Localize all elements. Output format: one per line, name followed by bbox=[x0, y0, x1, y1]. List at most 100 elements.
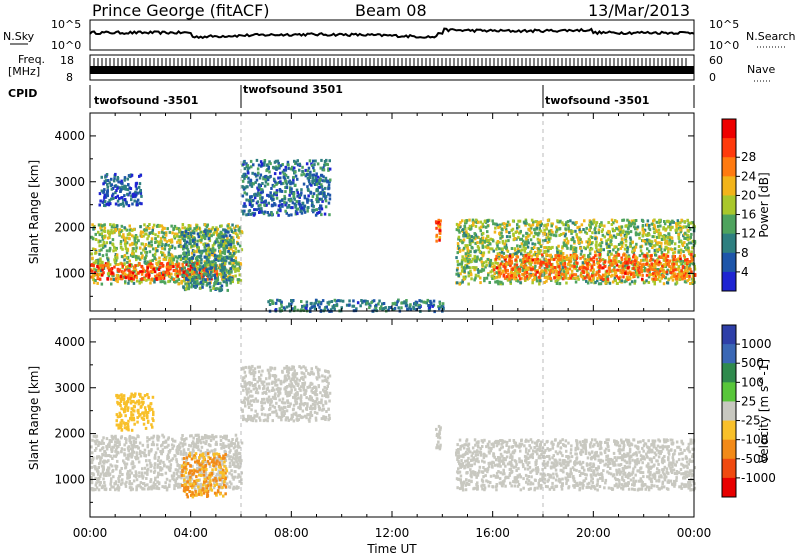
data-cell bbox=[651, 246, 654, 249]
data-cell bbox=[136, 235, 139, 239]
data-cell bbox=[279, 209, 282, 213]
data-cell bbox=[507, 272, 510, 276]
data-cell bbox=[660, 253, 664, 257]
data-cell bbox=[270, 196, 273, 200]
data-cell bbox=[266, 211, 270, 214]
data-cell bbox=[143, 223, 146, 227]
data-cell bbox=[275, 196, 279, 200]
data-cell bbox=[631, 260, 635, 264]
data-cell bbox=[476, 220, 480, 224]
data-cell bbox=[681, 242, 684, 246]
data-cell bbox=[503, 256, 506, 260]
data-cell bbox=[581, 255, 585, 259]
data-cell bbox=[109, 277, 113, 281]
data-cell bbox=[115, 253, 119, 257]
data-cell bbox=[142, 248, 145, 252]
data-cell bbox=[609, 262, 612, 266]
data-cell bbox=[460, 258, 464, 262]
data-cell bbox=[514, 230, 518, 234]
data-cell bbox=[465, 264, 469, 268]
data-cell bbox=[216, 278, 220, 282]
data-cell bbox=[657, 228, 661, 232]
data-cell bbox=[604, 279, 607, 283]
data-cell bbox=[467, 226, 470, 230]
data-cell bbox=[627, 257, 631, 261]
data-cell bbox=[221, 265, 224, 269]
data-cell bbox=[600, 266, 604, 270]
data-cell bbox=[232, 250, 235, 253]
data-cell bbox=[200, 261, 203, 265]
data-cell bbox=[514, 273, 518, 277]
data-cell bbox=[335, 299, 338, 303]
data-cell bbox=[559, 233, 563, 236]
data-cell bbox=[149, 262, 153, 266]
data-cell bbox=[671, 266, 675, 270]
data-cell bbox=[277, 181, 281, 184]
data-cell bbox=[467, 282, 470, 286]
data-cell bbox=[154, 274, 157, 278]
data-cell bbox=[184, 287, 188, 291]
data-cell bbox=[540, 260, 543, 264]
data-cell bbox=[115, 189, 118, 192]
data-cell bbox=[183, 253, 186, 256]
data-cell bbox=[194, 264, 198, 268]
data-cell bbox=[296, 194, 299, 198]
data-cell bbox=[653, 230, 656, 234]
data-cell bbox=[103, 188, 106, 192]
data-cell bbox=[499, 223, 502, 227]
data-cell bbox=[525, 232, 529, 236]
data-cell bbox=[287, 198, 291, 202]
data-cell bbox=[114, 277, 118, 281]
data-cell bbox=[241, 194, 245, 198]
data-cell bbox=[207, 243, 210, 247]
data-cell bbox=[574, 229, 577, 233]
data-cell bbox=[114, 263, 118, 266]
data-cell bbox=[588, 228, 591, 232]
data-cell bbox=[126, 233, 130, 237]
data-cell bbox=[199, 240, 203, 244]
data-cell bbox=[622, 218, 626, 222]
data-cell bbox=[204, 250, 208, 254]
data-cell bbox=[455, 268, 459, 272]
data-cell bbox=[191, 244, 194, 248]
data-cell bbox=[529, 250, 532, 254]
data-cell bbox=[498, 268, 502, 272]
data-cell bbox=[667, 232, 671, 236]
data-cell bbox=[481, 268, 485, 272]
data-cell bbox=[191, 256, 194, 260]
data-cell bbox=[647, 268, 651, 272]
data-cell bbox=[247, 180, 250, 184]
data-cell bbox=[474, 224, 478, 228]
data-cell bbox=[469, 266, 472, 270]
data-cell bbox=[187, 232, 190, 235]
data-cell bbox=[471, 246, 474, 250]
data-cell bbox=[245, 192, 248, 196]
data-cell bbox=[382, 307, 386, 310]
data-cell bbox=[683, 225, 686, 229]
data-cell bbox=[629, 236, 632, 240]
data-cell bbox=[516, 266, 520, 269]
data-cell bbox=[531, 272, 535, 276]
data-cell bbox=[484, 225, 488, 229]
data-cell bbox=[235, 224, 238, 228]
data-cell bbox=[387, 308, 390, 312]
data-cell bbox=[671, 278, 675, 282]
data-cell bbox=[479, 220, 483, 224]
data-cell bbox=[140, 251, 143, 255]
data-cell bbox=[303, 304, 306, 308]
data-cell bbox=[523, 277, 526, 281]
data-cell bbox=[250, 204, 254, 208]
data-cell bbox=[606, 275, 609, 279]
data-cell bbox=[496, 266, 499, 270]
data-cell bbox=[616, 232, 619, 236]
data-cell bbox=[123, 176, 127, 180]
data-cell bbox=[303, 205, 306, 209]
data-cell bbox=[116, 186, 119, 190]
data-cell bbox=[455, 228, 459, 232]
data-cell bbox=[608, 256, 611, 259]
data-cell bbox=[306, 169, 310, 173]
data-cell bbox=[215, 287, 218, 291]
data-cell bbox=[211, 249, 214, 253]
beam-title: Beam 08 bbox=[355, 1, 427, 20]
data-cell bbox=[682, 250, 685, 254]
